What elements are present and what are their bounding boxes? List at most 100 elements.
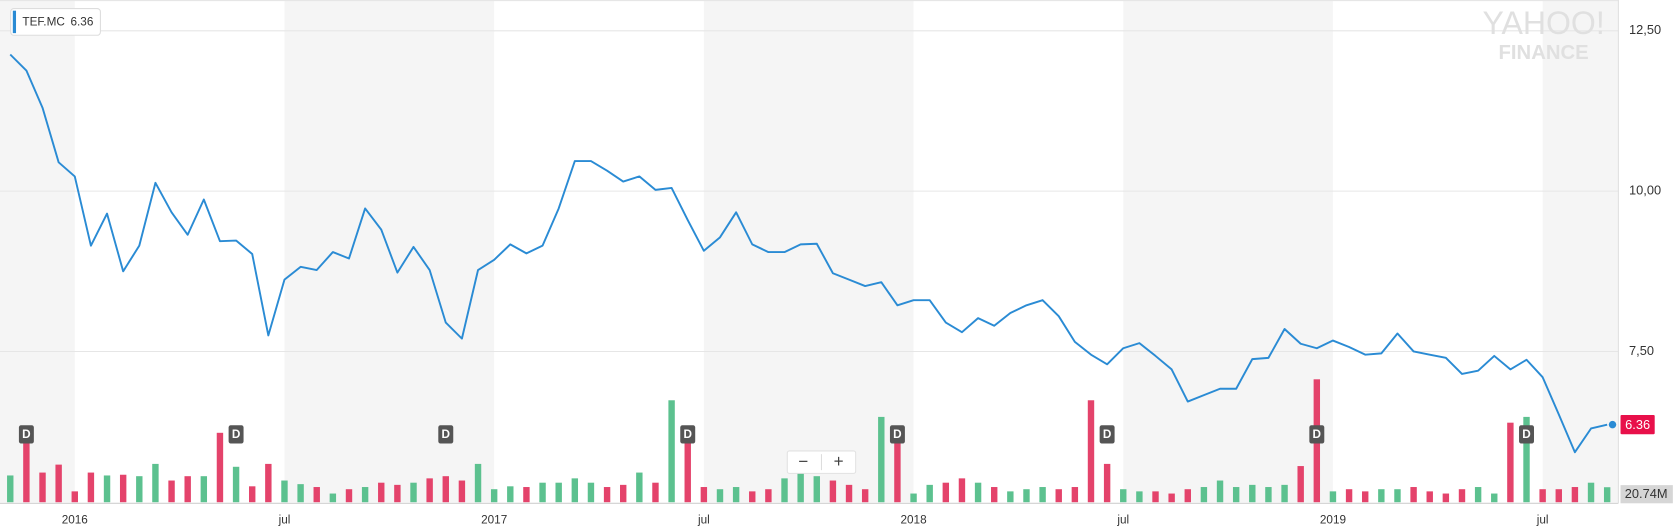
price-tag-label: 6.36 xyxy=(1625,417,1650,432)
volume-bar xyxy=(813,476,820,503)
volume-bar xyxy=(829,480,837,503)
x-tick-label: 2016 xyxy=(62,513,89,526)
dividend-label: D xyxy=(232,428,240,441)
volume-bar xyxy=(265,463,272,503)
volume-bar xyxy=(1168,493,1175,503)
volume-bar xyxy=(1120,489,1127,503)
volume-bar xyxy=(1184,489,1191,503)
x-tick-label: jul xyxy=(1536,513,1549,526)
y-tick-label: 10,00 xyxy=(1629,183,1661,198)
volume-bar xyxy=(1378,489,1385,503)
volume-bar xyxy=(700,487,708,503)
watermark: YAHOO! xyxy=(1482,5,1604,41)
dividend-marker xyxy=(1099,425,1115,444)
volume-bar xyxy=(732,487,740,503)
volume-bar xyxy=(1249,484,1256,503)
price-tag xyxy=(1620,414,1655,435)
volume-bar xyxy=(1410,487,1417,503)
volume-bar xyxy=(587,482,595,503)
volume-bar xyxy=(523,487,530,503)
volume-bar xyxy=(781,478,788,503)
volume-bar xyxy=(152,463,159,503)
volume-bar xyxy=(55,464,62,503)
volume-bar xyxy=(1603,487,1611,503)
volume-bar xyxy=(507,486,514,503)
volume-bar xyxy=(1474,487,1482,503)
volume-bar xyxy=(1039,487,1046,503)
zoom-out[interactable]: − xyxy=(798,452,808,471)
volume-tag xyxy=(1620,485,1673,504)
volume-bar xyxy=(652,482,659,503)
dividend-marker xyxy=(889,425,905,444)
y-tick-label: 7,50 xyxy=(1629,343,1654,358)
dividend-label: D xyxy=(1313,428,1321,441)
volume-bar xyxy=(1087,400,1095,503)
volume-bar xyxy=(249,486,256,503)
volume-bar xyxy=(410,482,417,503)
volume-bar xyxy=(620,484,627,503)
volume-bar xyxy=(1394,489,1401,503)
volume-bar xyxy=(1055,489,1062,503)
x-tick-label: 2017 xyxy=(481,513,507,526)
volume-bar xyxy=(1136,491,1143,503)
volume-bar xyxy=(684,427,691,503)
price-line xyxy=(9,53,1608,454)
volume-bar xyxy=(87,472,95,503)
volume-bar xyxy=(1200,487,1208,503)
volume-bar xyxy=(926,484,933,503)
volume-bar xyxy=(1442,493,1450,503)
volume-bar xyxy=(668,400,675,503)
volume-bar xyxy=(1265,487,1272,503)
dividend-marker xyxy=(438,425,454,444)
legend-box xyxy=(10,8,101,36)
volume-bar xyxy=(636,472,643,503)
volume-bar xyxy=(1007,491,1014,503)
volume-bar xyxy=(216,432,224,503)
volume-bar xyxy=(1362,491,1369,503)
volume-bar xyxy=(329,493,337,503)
x-tick-label: jul xyxy=(1116,513,1129,526)
volume-bar xyxy=(378,482,385,503)
x-tick-label: 2019 xyxy=(1320,513,1346,526)
x-tick-label: jul xyxy=(278,513,291,526)
volume-bar xyxy=(1216,480,1224,503)
volume-bar xyxy=(1571,487,1579,503)
period-band xyxy=(0,0,75,503)
volume-bar xyxy=(958,478,966,503)
volume-bar xyxy=(716,489,724,503)
period-band xyxy=(1123,0,1333,503)
volume-bar xyxy=(1491,493,1498,503)
dividend-marker xyxy=(228,425,244,444)
zoom-in[interactable]: + xyxy=(834,452,844,471)
volume-tag-label: 20.74M xyxy=(1625,486,1668,501)
volume-bar xyxy=(974,482,982,503)
volume-bar xyxy=(765,489,772,503)
legend-value: 6.36 xyxy=(71,16,94,29)
volume-bar xyxy=(1152,491,1159,503)
volume-bar xyxy=(1071,487,1079,503)
volume-bar xyxy=(490,489,498,503)
volume-bar xyxy=(345,489,353,503)
volume-bar xyxy=(200,476,208,503)
volume-bar xyxy=(71,491,78,503)
volume-bar xyxy=(1329,491,1337,503)
volume-bar xyxy=(1281,484,1288,503)
volume-bar xyxy=(119,474,127,503)
volume-bar xyxy=(1587,482,1595,503)
volume-bar xyxy=(1507,422,1514,503)
last-point xyxy=(1608,420,1617,429)
x-tick-label: jul xyxy=(697,513,710,526)
volume-bar xyxy=(1232,487,1240,503)
volume-bar xyxy=(313,487,320,503)
legend-name: TEF.MC xyxy=(22,16,65,29)
volume-bar xyxy=(1523,416,1530,503)
volume-bar xyxy=(749,491,756,503)
volume-bar xyxy=(603,487,611,503)
volume-bar xyxy=(845,484,853,503)
volume-bar xyxy=(297,484,304,503)
volume-bar xyxy=(458,480,466,503)
dividend-marker xyxy=(1519,425,1534,444)
dividend-label: D xyxy=(683,428,691,441)
volume-bar xyxy=(281,480,288,503)
